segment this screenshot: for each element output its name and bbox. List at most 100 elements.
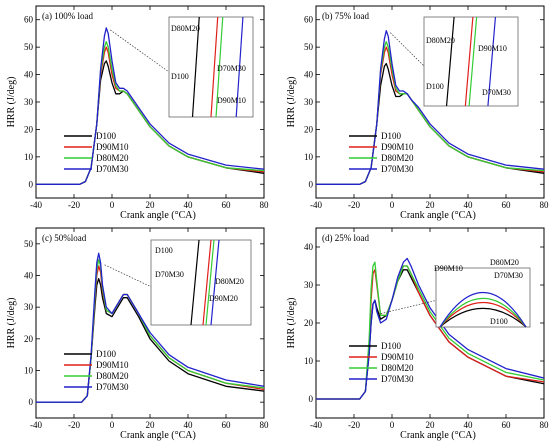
x-tick-label: 40 <box>464 200 474 210</box>
inset-callout-line <box>104 264 152 288</box>
x-tick-label: 80 <box>260 200 270 210</box>
inset-label: D70M30 <box>155 270 184 279</box>
y-axis-title: HRR (J/deg) <box>6 77 17 128</box>
inset-arch-D80M20 <box>439 297 527 328</box>
inset-callout-line <box>110 29 170 73</box>
inset-label: D70M30 <box>217 64 246 73</box>
y-axis-title: HRR (J/deg) <box>6 298 17 349</box>
x-axis-title: Crank angle (°CA) <box>120 210 196 221</box>
x-axis-title: Crank angle (°CA) <box>400 430 476 441</box>
inset-label: D100 <box>426 82 444 91</box>
x-axis-title: Crank angle (°CA) <box>400 210 476 221</box>
legend-label-D70M30: D70M30 <box>96 164 129 174</box>
x-tick-label: -20 <box>348 420 360 430</box>
legend-label-D90M10: D90M10 <box>381 352 414 362</box>
series-line-D70M30 <box>316 30 544 185</box>
y-tick-label: 30 <box>24 97 34 107</box>
x-tick-label: 80 <box>260 420 270 430</box>
inset-label: D100 <box>490 317 508 326</box>
panel-title: (a) 100% load <box>42 11 93 21</box>
y-tick-label: 20 <box>304 318 314 328</box>
y-tick-label: 30 <box>24 302 34 312</box>
y-tick-label: 40 <box>24 70 34 80</box>
chart-panel-1: -40 -20 0 20 40 60 80 0 10 20 30 40 50 60 Crank angle … <box>286 5 549 221</box>
x-tick-label: 20 <box>146 200 156 210</box>
legend-label-D80M20: D80M20 <box>96 371 129 381</box>
series-line-D70M30 <box>36 252 264 403</box>
legend-label-D90M10: D90M10 <box>96 360 129 370</box>
y-tick-label: 10 <box>304 356 314 366</box>
x-tick-label: 0 <box>110 200 115 210</box>
x-tick-label: 0 <box>110 420 115 430</box>
inset-line-D80M20 <box>215 16 224 118</box>
y-tick-label: 0 <box>29 179 34 189</box>
legend-label-D80M20: D80M20 <box>96 153 129 163</box>
y-tick-label: 0 <box>309 179 314 189</box>
x-tick-label: 40 <box>464 420 474 430</box>
inset-box <box>435 267 531 328</box>
x-tick-label: 40 <box>184 200 194 210</box>
y-tick-label: 60 <box>304 15 314 25</box>
y-tick-label: 50 <box>304 42 314 52</box>
y-tick-label: 60 <box>24 15 34 25</box>
x-tick-label: -20 <box>68 420 80 430</box>
x-tick-label: -20 <box>68 200 80 210</box>
y-tick-label: 10 <box>304 152 314 162</box>
x-tick-label: -20 <box>348 200 360 210</box>
chart-panel-2: -40 -20 0 20 40 60 80 0 10 20 30 40 50 Crank angle (°… <box>6 227 270 441</box>
inset-box <box>150 239 252 326</box>
y-tick-label: 20 <box>24 334 34 344</box>
inset-label: D90M10 <box>217 96 246 105</box>
x-tick-label: 0 <box>390 200 395 210</box>
inset-line-D90M10 <box>202 239 212 326</box>
inset-line-D80M20 <box>468 16 478 107</box>
y-tick-label: 20 <box>24 124 34 134</box>
legend-label-D70M30: D70M30 <box>381 164 414 174</box>
chart-panel-0: -40 -20 0 20 40 60 80 0 10 20 30 40 50 60 Crank angle … <box>6 5 270 221</box>
y-tick-label: 20 <box>304 124 314 134</box>
inset-label: D90M10 <box>434 264 463 273</box>
inset-line-D90M10 <box>464 16 474 107</box>
inset-line-D90M10 <box>210 16 219 118</box>
inset-arch-D90M10 <box>439 302 527 328</box>
panel-title: (d) 25% load <box>322 233 369 243</box>
inset-line-D70M30 <box>487 16 497 107</box>
inset-label: D100 <box>155 246 173 255</box>
inset-label: D70M30 <box>494 271 523 280</box>
inset-label: D80M20 <box>426 36 455 45</box>
legend-label-D90M10: D90M10 <box>96 142 129 152</box>
x-tick-label: 20 <box>426 200 436 210</box>
inset-label: D100 <box>171 72 189 81</box>
inset-callout-line <box>390 32 425 67</box>
legend-label-D70M30: D70M30 <box>96 382 129 392</box>
x-tick-label: 0 <box>390 420 395 430</box>
x-tick-label: -40 <box>30 420 42 430</box>
inset-arch-D70M30 <box>439 291 527 328</box>
legend-label-D70M30: D70M30 <box>381 374 414 384</box>
x-tick-label: -40 <box>310 420 322 430</box>
y-axis-title: HRR (J/deg) <box>286 298 297 349</box>
inset-box <box>423 16 519 107</box>
x-tick-label: 60 <box>222 420 232 430</box>
legend-label-D100: D100 <box>381 341 401 351</box>
x-tick-label: 60 <box>222 200 232 210</box>
y-tick-label: 40 <box>304 70 314 80</box>
x-tick-label: 20 <box>146 420 156 430</box>
x-tick-label: 60 <box>502 200 512 210</box>
x-axis-title: Crank angle (°CA) <box>120 430 196 441</box>
y-tick-label: 50 <box>24 239 34 249</box>
inset-line-D80M20 <box>205 239 215 326</box>
inset-line-D70M30 <box>210 239 220 326</box>
x-tick-label: 40 <box>184 420 194 430</box>
legend-label-D100: D100 <box>96 349 116 359</box>
legend-label-D100: D100 <box>381 131 401 141</box>
x-tick-label: -40 <box>30 200 42 210</box>
y-tick-label: 30 <box>304 280 314 290</box>
inset-line-D100 <box>191 16 200 118</box>
inset-label: D90M10 <box>478 44 507 53</box>
y-tick-label: 40 <box>304 242 314 252</box>
inset-callout-line <box>380 300 437 314</box>
inset-arch-D100 <box>439 307 527 328</box>
